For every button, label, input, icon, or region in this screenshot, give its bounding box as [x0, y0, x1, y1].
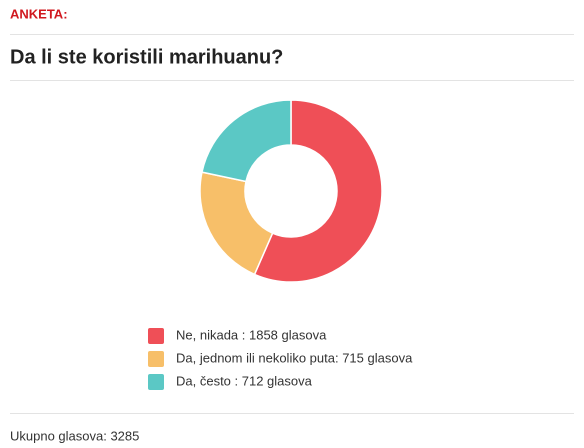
total-votes: Ukupno glasova: 3285	[10, 428, 139, 443]
donut-slice	[199, 171, 274, 276]
legend-swatch	[148, 374, 164, 390]
legend-swatch	[148, 351, 164, 367]
legend-label: Da, jednom ili nekoliko puta: 715 glasov…	[176, 350, 413, 365]
poll-question: Da li ste koristili marihuanu?	[10, 46, 283, 68]
legend-label: Da, često : 712 glasova	[176, 373, 313, 388]
legend-swatch	[148, 328, 164, 344]
donut-slice	[253, 99, 383, 283]
legend-label: Ne, nikada : 1858 glasova	[176, 327, 327, 342]
poll-label: ANKETA:	[10, 6, 68, 21]
donut-slice	[201, 99, 292, 183]
